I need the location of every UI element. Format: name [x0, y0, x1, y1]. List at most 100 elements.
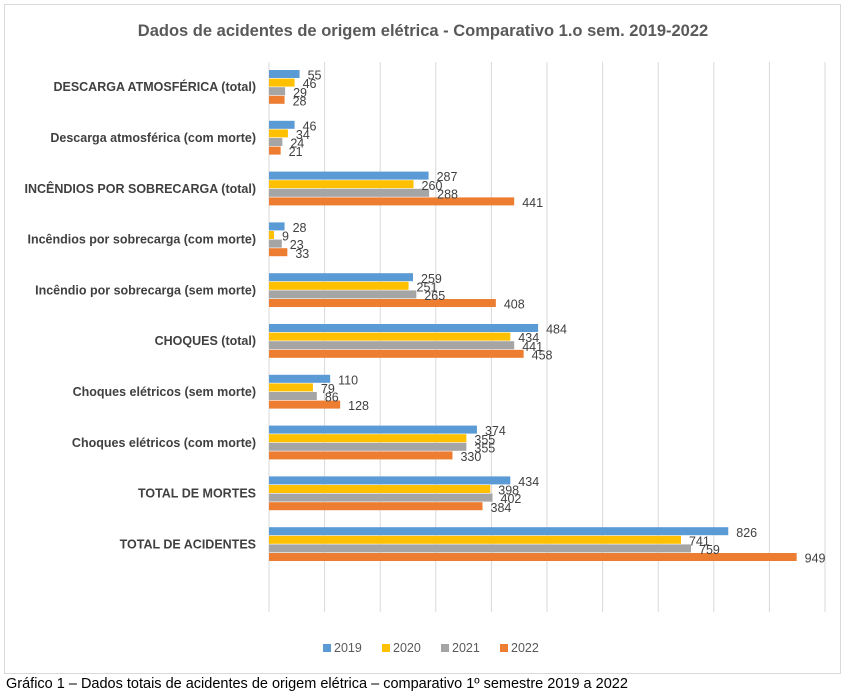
data-label: 21	[289, 145, 303, 159]
bar	[269, 544, 692, 553]
bar	[269, 248, 288, 257]
bar	[269, 535, 681, 544]
category-labels: DESCARGA ATMOSFÉRICA (total) Descarga atm…	[25, 79, 257, 551]
data-label: 759	[699, 543, 720, 557]
category-label: TOTAL DE ACIDENTES	[120, 537, 256, 551]
data-label: 259	[421, 272, 442, 286]
bar	[269, 188, 430, 197]
bar	[269, 332, 511, 341]
data-label: 110	[338, 373, 358, 387]
bar	[269, 434, 467, 443]
bar	[269, 239, 282, 248]
bars	[269, 70, 797, 561]
bar	[269, 87, 286, 96]
data-label: 265	[424, 289, 445, 303]
legend-swatch	[323, 644, 331, 652]
bar	[269, 392, 317, 400]
category-label: Choques elétricos (com morte)	[72, 436, 256, 450]
data-label: 441	[522, 340, 543, 354]
bar	[269, 120, 295, 129]
bar	[269, 324, 539, 332]
category-label: DESCARGA ATMOSFÉRICA (total)	[53, 79, 256, 94]
bar	[269, 349, 524, 358]
bar	[269, 146, 281, 155]
bar	[269, 290, 417, 299]
data-label: 33	[295, 247, 309, 261]
data-label: 28	[293, 221, 307, 235]
bar	[269, 442, 467, 451]
legend-swatch	[441, 644, 449, 652]
data-label: 484	[546, 323, 567, 337]
bar	[269, 197, 515, 206]
bar	[269, 341, 515, 350]
data-label: 458	[532, 348, 553, 362]
category-label: Choques elétricos (sem morte)	[73, 385, 256, 399]
category-label: TOTAL DE MORTES	[138, 487, 256, 501]
category-label: CHOQUES (total)	[155, 334, 256, 348]
data-label: 826	[736, 526, 757, 540]
data-label: 408	[504, 298, 525, 312]
bar	[269, 171, 429, 180]
data-label: 355	[474, 441, 495, 455]
data-label: 330	[460, 450, 481, 464]
bar	[269, 222, 285, 231]
data-label: 287	[437, 170, 458, 184]
data-label: 355	[474, 433, 495, 447]
data-label: 23	[290, 238, 304, 252]
bar	[269, 273, 414, 282]
bar	[269, 476, 511, 485]
legend-label: 2019	[334, 641, 362, 655]
chart-title: Dados de acidentes de origem elétrica - …	[138, 22, 708, 40]
data-label: 28	[293, 94, 307, 108]
data-label: 9	[282, 230, 289, 244]
data-label: 288	[437, 187, 458, 201]
data-label: 128	[348, 399, 369, 413]
legend-label: 2021	[452, 641, 480, 655]
bar	[269, 78, 295, 87]
data-label: 374	[485, 424, 506, 438]
data-label: 79	[321, 382, 335, 396]
legend-label: 2020	[393, 641, 421, 655]
bar	[269, 425, 477, 434]
bar-chart: Dados de acidentes de origem elétrica - …	[25, 22, 826, 655]
data-label: 384	[491, 501, 512, 515]
data-label: 441	[522, 196, 543, 210]
bar	[269, 180, 414, 189]
category-label: Incêndio por sobrecarga (sem morte)	[35, 283, 256, 297]
data-label: 260	[422, 179, 443, 193]
bar	[269, 485, 491, 493]
bar	[269, 138, 283, 146]
bar	[269, 231, 275, 239]
data-label: 251	[417, 280, 438, 294]
category-label: Descarga atmosférica (com morte)	[50, 131, 256, 145]
bar	[269, 553, 797, 561]
data-label: 434	[518, 475, 539, 489]
data-label: 398	[498, 484, 519, 498]
data-label: 55	[308, 69, 322, 83]
category-label: Incêndios por sobrecarga (com morte)	[27, 233, 256, 247]
legend: 2019 2020 2021 2022	[323, 641, 539, 655]
data-labels: 5546292846342421287260288441289233325925…	[282, 69, 826, 566]
legend-swatch	[500, 644, 508, 652]
bar	[269, 95, 285, 104]
bar	[269, 451, 453, 460]
data-label: 741	[689, 534, 710, 548]
legend-label: 2022	[511, 641, 539, 655]
bar	[269, 129, 288, 138]
data-label: 34	[296, 128, 310, 142]
data-label: 86	[325, 391, 339, 405]
figure-caption: Gráfico 1 – Dados totais de acidentes de…	[6, 676, 628, 692]
bar	[269, 299, 496, 307]
legend-swatch	[382, 644, 390, 652]
bar	[269, 493, 493, 502]
data-label: 24	[290, 137, 304, 151]
data-label: 46	[303, 119, 317, 133]
bar	[269, 374, 331, 383]
bar	[269, 281, 409, 290]
data-label: 402	[501, 492, 522, 506]
bar	[269, 400, 341, 409]
data-label: 46	[303, 77, 317, 91]
data-label: 29	[293, 86, 307, 100]
bar	[269, 383, 313, 392]
data-label: 949	[805, 552, 826, 566]
